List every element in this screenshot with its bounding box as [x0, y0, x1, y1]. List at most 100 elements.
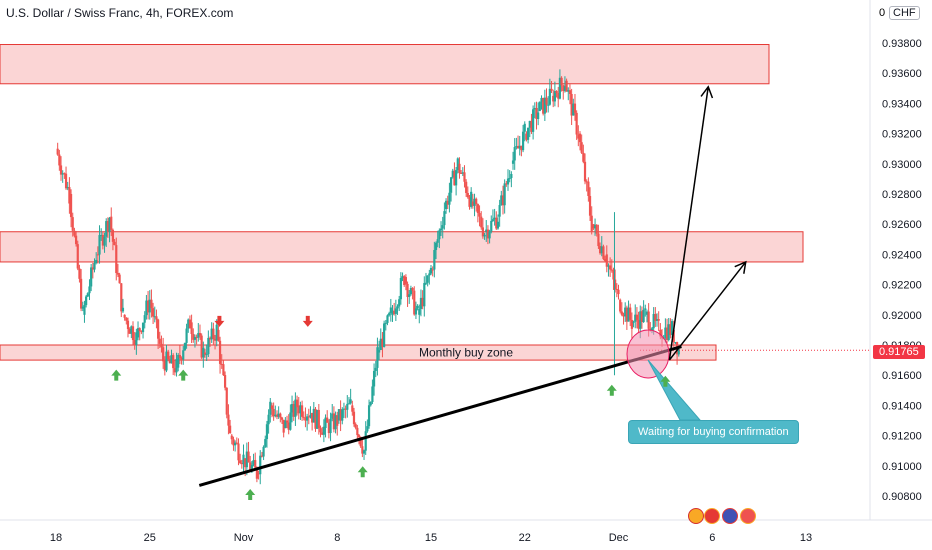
- candle-body: [654, 313, 657, 321]
- supply-demand-zone: [0, 44, 770, 85]
- candle-body: [98, 235, 101, 255]
- candle-body: [398, 299, 401, 307]
- candle-body: [468, 197, 471, 207]
- x-tick-label: 25: [144, 532, 156, 544]
- candle-body: [190, 322, 193, 335]
- candle-body: [637, 319, 640, 329]
- candle-body: [449, 177, 453, 193]
- candle-body: [357, 435, 361, 438]
- candle-body: [567, 90, 570, 92]
- candle-body: [470, 191, 473, 207]
- candle-body: [570, 94, 573, 116]
- candle-body: [659, 329, 662, 337]
- candle-body: [597, 233, 600, 247]
- candle-body: [106, 221, 109, 232]
- candle-body: [593, 224, 597, 229]
- candle-body: [294, 399, 297, 417]
- candle-body: [436, 239, 439, 243]
- candle-body: [113, 241, 116, 246]
- candle-body: [505, 183, 508, 185]
- candle-body: [386, 315, 389, 323]
- candle-body: [614, 279, 617, 290]
- candle-body: [319, 428, 322, 433]
- calendar-icon[interactable]: [740, 508, 756, 524]
- buy-signal-arrow: [245, 488, 256, 500]
- trendline[interactable]: [198, 345, 682, 487]
- candle-body: [111, 229, 115, 242]
- candle-body: [235, 442, 238, 444]
- y-tick-label: 0.93400: [882, 98, 922, 110]
- candle-body: [378, 350, 381, 353]
- candle-body: [624, 307, 627, 317]
- candle-body: [105, 221, 108, 237]
- candle-body: [289, 412, 292, 430]
- candle-body: [247, 451, 250, 463]
- target-icon[interactable]: [704, 508, 720, 524]
- candle-body: [421, 297, 424, 307]
- candle-body: [260, 455, 264, 457]
- candle-body: [403, 276, 406, 286]
- candle-body: [311, 412, 314, 423]
- candle-body: [548, 88, 551, 105]
- y-tick-label: 0.92200: [882, 280, 922, 292]
- buy-signal-arrow: [606, 384, 617, 396]
- candle-body: [61, 173, 64, 175]
- candle-body: [274, 414, 277, 417]
- candle-body: [146, 300, 150, 313]
- candle-body: [115, 245, 118, 274]
- candle-body: [208, 337, 212, 340]
- y-tick-label: 0.92600: [882, 219, 922, 231]
- candle-body: [465, 181, 468, 194]
- candle-body: [428, 273, 431, 276]
- candle-body: [466, 193, 469, 198]
- candle-body: [600, 246, 603, 254]
- projection-arrow[interactable]: [668, 261, 747, 361]
- candle-body: [605, 254, 608, 267]
- candle-body: [649, 328, 652, 331]
- candle-body: [542, 97, 545, 114]
- candle-body: [612, 270, 615, 280]
- candle-body: [451, 170, 454, 178]
- projection-arrow[interactable]: [668, 86, 709, 361]
- candle-body: [513, 147, 516, 161]
- candle-body: [433, 249, 436, 270]
- candle-body: [249, 462, 252, 470]
- candle-body: [674, 342, 677, 344]
- candle-body: [516, 145, 520, 149]
- candle-body: [537, 112, 540, 120]
- candle-body: [444, 200, 448, 210]
- candle-body: [419, 297, 423, 309]
- candle-body: [90, 267, 93, 287]
- ruler-icon[interactable]: [688, 508, 704, 524]
- candle-body: [232, 439, 235, 446]
- candle-body: [351, 405, 354, 412]
- candle-body: [68, 187, 71, 204]
- candle-body: [66, 187, 69, 189]
- candle-body: [220, 363, 223, 365]
- currency-prefix: 0: [879, 7, 886, 19]
- candle-body: [388, 313, 391, 316]
- candle-body: [329, 418, 332, 434]
- candle-body: [552, 95, 555, 102]
- candle-body: [361, 446, 364, 454]
- candle-body: [672, 329, 675, 343]
- candle-body: [547, 104, 550, 106]
- candle-body: [486, 229, 490, 239]
- candle-body: [473, 198, 476, 206]
- candle-body: [481, 227, 484, 237]
- candle-body: [136, 328, 140, 338]
- candle-body: [418, 308, 421, 315]
- candle-body: [359, 437, 362, 447]
- candle-body: [389, 307, 392, 314]
- candle-body: [255, 467, 258, 479]
- candle-body: [272, 408, 275, 417]
- candle-body: [297, 405, 300, 414]
- candle-body: [279, 413, 282, 418]
- indicator-icons[interactable]: [688, 508, 758, 524]
- flag-icon[interactable]: [722, 508, 738, 524]
- candle-body: [290, 404, 294, 413]
- currency-badge[interactable]: CHF: [889, 6, 920, 20]
- candle-body: [81, 306, 84, 309]
- sell-signal-arrow: [214, 315, 225, 327]
